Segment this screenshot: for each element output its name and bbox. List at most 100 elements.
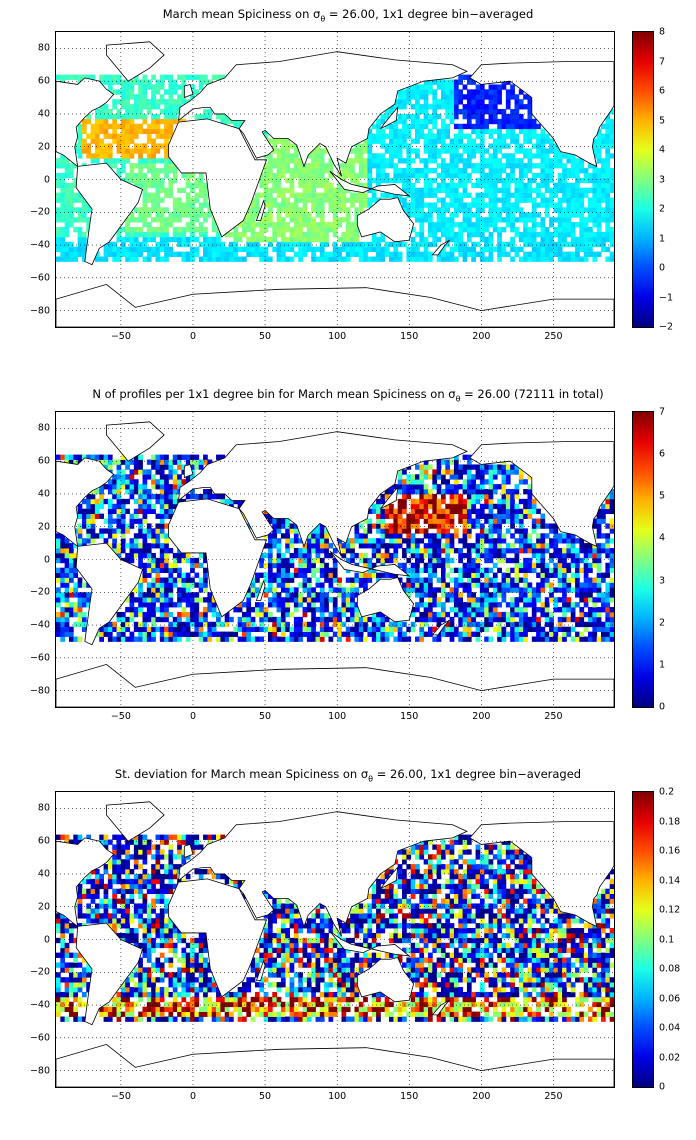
data-cell [293, 227, 299, 233]
data-cell [302, 631, 308, 637]
data-cell [596, 222, 602, 228]
data-cell [64, 607, 70, 613]
data-cell [250, 616, 256, 623]
data-cell [272, 246, 278, 253]
data-cell [440, 79, 446, 85]
data-cell [596, 177, 602, 184]
data-cell [479, 474, 485, 480]
data-cell [142, 602, 148, 608]
data-cell [471, 631, 476, 637]
data-cell [146, 631, 152, 637]
data-cell [203, 79, 208, 85]
data-cell [557, 177, 563, 184]
data-cell [406, 636, 412, 642]
data-cell [601, 172, 606, 179]
data-cell [492, 518, 498, 524]
data-cell [198, 636, 204, 642]
data-cell [263, 236, 269, 243]
data-cell [358, 163, 364, 169]
data-cell [263, 177, 269, 184]
data-cell [276, 597, 282, 603]
data-cell [462, 158, 468, 164]
data-cell [319, 528, 325, 534]
data-cell [99, 256, 104, 262]
data-cell [389, 133, 394, 139]
data-cell [428, 548, 433, 554]
data-cell [168, 582, 174, 588]
data-cell [159, 118, 165, 125]
data-cell [518, 469, 524, 475]
data-cell [428, 572, 433, 578]
data-cell [181, 587, 187, 593]
data-cell [479, 207, 485, 213]
data-cell [254, 602, 260, 608]
data-cell [475, 84, 481, 90]
data-cell [293, 153, 299, 159]
data-cell [159, 246, 165, 253]
data-cell [453, 231, 459, 238]
data-cell [588, 197, 593, 203]
data-cell [159, 602, 165, 608]
data-cell [492, 143, 498, 149]
data-cell [194, 182, 200, 189]
data-cell [280, 626, 286, 633]
data-cell [363, 256, 368, 262]
data-cell [566, 158, 572, 164]
data-cell [453, 123, 459, 130]
data-cell [432, 503, 438, 510]
data-cell [410, 241, 416, 248]
data-cell [402, 138, 407, 144]
data-cell [492, 484, 498, 490]
data-cell [94, 118, 100, 125]
data-cell [415, 498, 420, 505]
data-cell [194, 192, 200, 198]
data-cell [60, 631, 66, 637]
data-cell [479, 552, 485, 559]
data-cell [341, 552, 347, 559]
data-cell [449, 192, 455, 198]
data-cell [497, 621, 502, 628]
data-cell [142, 212, 148, 218]
data-cell [449, 118, 455, 125]
data-cell [484, 621, 489, 628]
data-cell [138, 207, 143, 213]
data-cell [172, 567, 178, 574]
data-cell [311, 256, 316, 262]
data-cell [315, 533, 321, 539]
data-cell [259, 236, 265, 243]
data-cell [445, 236, 451, 243]
data-cell [484, 148, 489, 154]
data-cell [536, 538, 541, 544]
data-cell [445, 104, 451, 110]
data-cell [415, 616, 420, 623]
data-cell [233, 607, 239, 613]
data-cell [81, 454, 87, 460]
data-cell [432, 469, 438, 475]
data-cell [544, 227, 550, 233]
data-cell [501, 582, 507, 588]
data-cell [138, 158, 143, 164]
data-cell [207, 493, 213, 500]
data-cell [423, 133, 429, 139]
data-cell [380, 143, 386, 149]
data-cell [151, 587, 156, 593]
data-cell [112, 493, 117, 500]
data-cell [471, 607, 476, 613]
data-cell [471, 89, 476, 95]
data-cell [267, 177, 273, 184]
data-cell [185, 192, 191, 198]
data-cell [185, 626, 191, 633]
data-cell [527, 148, 533, 154]
data-cell [120, 484, 126, 490]
data-cell [553, 631, 559, 637]
data-cell [125, 94, 130, 100]
data-cell [285, 202, 290, 208]
data-cell [285, 548, 290, 554]
data-cell [523, 104, 528, 110]
data-cell [566, 231, 572, 238]
data-cell [531, 552, 537, 559]
data-cell [81, 236, 87, 243]
data-cell [380, 158, 386, 164]
data-cell [146, 548, 152, 554]
colorbar-tick-label: 6 [659, 85, 666, 97]
